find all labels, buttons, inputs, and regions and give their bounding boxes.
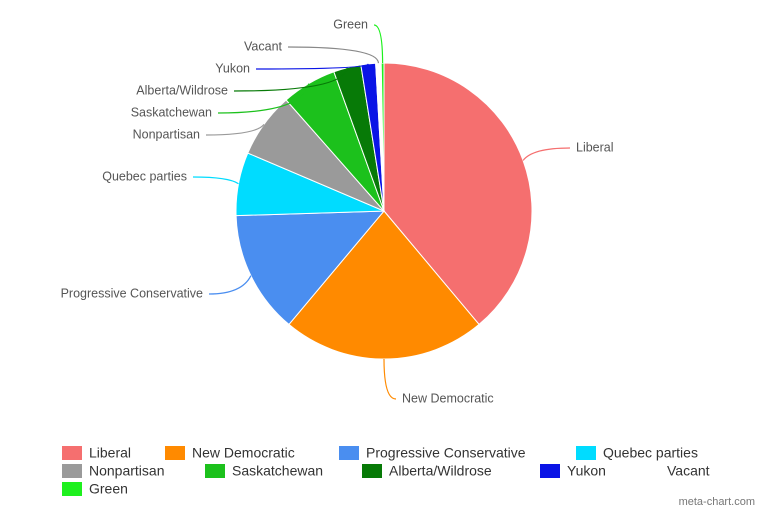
leader-line [373,24,384,64]
legend-swatch [362,464,382,478]
legend-label: Progressive Conservative [366,445,526,461]
legend-swatch [640,464,660,478]
legend-swatch [62,464,82,478]
legend-label: Green [89,481,128,497]
pie-slice [380,62,385,212]
credit: meta-chart.com [679,496,755,508]
pie-slice [235,210,386,326]
slice-label: Alberta/Wildrose [136,83,228,97]
legend-label: Nonpartisan [89,463,165,479]
leader-line [233,67,348,92]
leader-line [522,147,571,161]
legend-swatch [339,446,359,460]
slice-label: Saskatchewan [131,105,212,119]
slice-label: Nonpartisan [133,127,200,141]
leader-line [205,123,265,136]
legend-label: Alberta/Wildrose [389,463,492,479]
slice-label: Vacant [244,39,283,53]
slice-label: Progressive Conservative [61,286,203,300]
legend-label: New Democratic [192,445,295,461]
leader-line [255,63,369,70]
legend-label: Yukon [567,463,606,479]
legend-label: Quebec parties [603,445,698,461]
leader-line [217,83,310,114]
pie-slice [288,210,480,360]
leader-line [208,275,252,295]
slice-label: Liberal [576,140,614,154]
legend-swatch [165,446,185,460]
slice-label: Yukon [215,61,250,75]
pie-slice [383,62,533,326]
legend-swatch [62,482,82,496]
slice-label: New Democratic [402,391,494,405]
leader-line [383,358,397,400]
legend-label: Saskatchewan [232,463,323,479]
legend-label: Vacant [667,463,710,479]
legend-swatch [576,446,596,460]
legend-swatch [62,446,82,460]
slice-label: Quebec parties [102,169,187,183]
leader-line [192,176,239,185]
legend-swatch [205,464,225,478]
legend-swatch [540,464,560,478]
slice-label: Green [333,17,368,31]
legend-label: Liberal [89,445,131,461]
leader-line [287,46,380,64]
